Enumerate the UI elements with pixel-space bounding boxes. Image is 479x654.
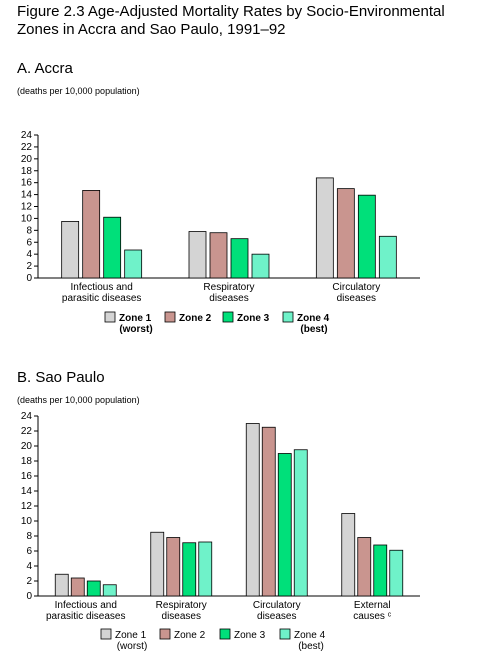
y-tick-label: 16 xyxy=(21,471,33,482)
x-category-label: diseases xyxy=(337,293,376,304)
x-category-label: causes ᶜ xyxy=(353,611,391,622)
bar-1-zone-3 xyxy=(86,580,101,597)
bar-3-zone-3 xyxy=(357,194,376,279)
bar-3-zone-2 xyxy=(336,188,355,279)
y-tick-label: 4 xyxy=(26,561,32,572)
y-tick-label: 16 xyxy=(21,178,33,189)
legend-label-zone-3: Zone 3 xyxy=(237,313,270,324)
bar-2-zone-4 xyxy=(251,253,270,279)
legend-swatch-zone-2 xyxy=(159,628,171,640)
bar-2-zone-1 xyxy=(188,231,207,279)
legend-swatch-zone-1 xyxy=(100,628,112,640)
bar-4-zone-4 xyxy=(389,549,404,597)
x-category-label: parasitic diseases xyxy=(62,293,141,304)
y-tick-label: 4 xyxy=(26,249,32,260)
y-tick-label: 14 xyxy=(21,486,33,497)
bar-1-zone-2 xyxy=(70,577,85,597)
y-tick-label: 24 xyxy=(21,130,33,141)
y-tick-label: 20 xyxy=(21,154,33,165)
bar-3-zone-3 xyxy=(277,453,292,597)
bar-1-zone-4 xyxy=(124,249,143,279)
y-tick-label: 24 xyxy=(21,411,33,422)
y-tick-label: 10 xyxy=(21,516,33,527)
x-category-label: diseases xyxy=(162,611,201,622)
legend-swatch-zone-1 xyxy=(104,311,116,323)
bar-3-zone-2 xyxy=(261,426,276,597)
x-category-label: Circulatory xyxy=(332,282,380,293)
y-tick-label: 22 xyxy=(21,426,33,437)
panel-b-unit-label: (deaths per 10,000 population) xyxy=(17,395,140,405)
bar-3-zone-4 xyxy=(378,235,397,279)
x-category-label: Infectious and xyxy=(71,282,133,293)
bar-3-zone-1 xyxy=(245,423,260,597)
bar-1-zone-3 xyxy=(103,216,122,279)
y-tick-label: 2 xyxy=(26,261,32,272)
y-tick-label: 12 xyxy=(21,501,33,512)
figure-title: Figure 2.3 Age-Adjusted Mortality Rates … xyxy=(17,3,445,38)
x-category-label: parasitic diseases xyxy=(46,611,125,622)
bar-2-zone-2 xyxy=(209,232,228,279)
y-tick-label: 6 xyxy=(26,237,32,248)
y-tick-label: 18 xyxy=(21,166,33,177)
legend-swatch-zone-4 xyxy=(279,628,291,640)
legend-swatch-zone-4 xyxy=(282,311,294,323)
legend-label-zone-2: Zone 2 xyxy=(174,630,206,641)
y-tick-label: 0 xyxy=(26,273,32,284)
y-tick-label: 6 xyxy=(26,546,32,557)
bar-4-zone-3 xyxy=(373,544,388,597)
bar-3-zone-1 xyxy=(315,177,334,279)
legend-swatch-zone-3 xyxy=(219,628,231,640)
x-category-label: External xyxy=(354,600,391,611)
legend-note-zone-4: (best) xyxy=(298,641,324,652)
panel-a-unit-label: (deaths per 10,000 population) xyxy=(17,86,140,96)
bar-2-zone-3 xyxy=(182,542,197,597)
y-tick-label: 18 xyxy=(21,456,33,467)
y-tick-label: 10 xyxy=(21,213,33,224)
x-category-label: Respiratory xyxy=(203,282,254,293)
y-tick-label: 22 xyxy=(21,142,33,153)
bar-1-zone-1 xyxy=(61,220,80,279)
bar-1-zone-2 xyxy=(82,190,101,279)
panel-b-title: B. Sao Paulo xyxy=(17,369,105,386)
bar-2-zone-4 xyxy=(198,541,213,597)
legend-note-zone-1: (worst) xyxy=(117,641,148,652)
legend-swatch-zone-3 xyxy=(222,311,234,323)
legend-label-zone-3: Zone 3 xyxy=(234,630,266,641)
bar-2-zone-2 xyxy=(166,537,181,597)
legend-swatch-zone-2 xyxy=(164,311,176,323)
y-tick-label: 2 xyxy=(26,576,32,587)
bar-2-zone-1 xyxy=(150,531,165,597)
x-category-label: Respiratory xyxy=(156,600,207,611)
bar-1-zone-4 xyxy=(102,584,117,597)
bar-4-zone-1 xyxy=(341,513,356,597)
x-category-label: Circulatory xyxy=(253,600,301,611)
x-category-label: diseases xyxy=(257,611,296,622)
legend-label-zone-4: Zone 4 xyxy=(294,630,326,641)
bar-3-zone-4 xyxy=(293,449,308,597)
x-category-label: diseases xyxy=(209,293,248,304)
y-tick-label: 14 xyxy=(21,190,33,201)
y-tick-label: 20 xyxy=(21,441,33,452)
legend-note-zone-1: (worst) xyxy=(119,324,152,335)
legend-label-zone-4: Zone 4 xyxy=(297,313,330,324)
x-category-label: Infectious and xyxy=(55,600,117,611)
legend-label-zone-1: Zone 1 xyxy=(119,313,152,324)
y-tick-label: 0 xyxy=(26,591,32,602)
legend-label-zone-1: Zone 1 xyxy=(115,630,147,641)
panel-a-title: A. Accra xyxy=(17,60,73,77)
bar-1-zone-1 xyxy=(54,573,69,597)
y-tick-label: 8 xyxy=(26,225,32,236)
bar-2-zone-3 xyxy=(230,238,249,279)
bar-4-zone-2 xyxy=(357,537,372,597)
y-tick-label: 12 xyxy=(21,202,33,213)
legend-label-zone-2: Zone 2 xyxy=(179,313,212,324)
legend-note-zone-4: (best) xyxy=(300,324,327,335)
y-tick-label: 8 xyxy=(26,531,32,542)
